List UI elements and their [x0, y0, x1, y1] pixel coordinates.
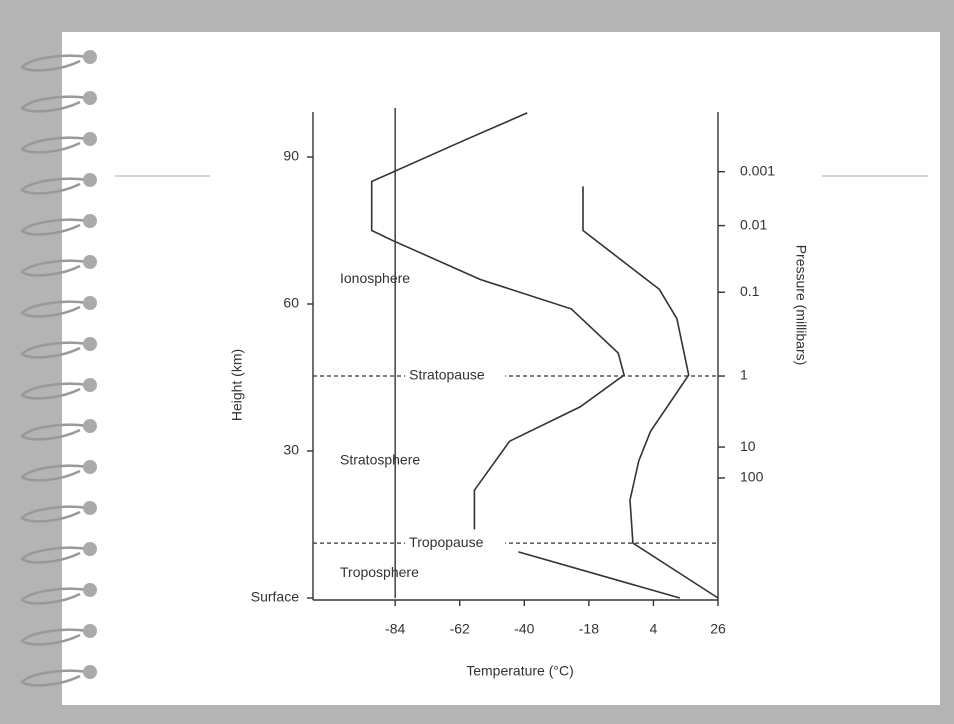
spiral-hole	[83, 665, 97, 679]
temperature-curve	[370, 112, 681, 599]
spiral-hole	[83, 419, 97, 433]
spiral-wire	[20, 136, 89, 154]
y2-tick-label: 100	[740, 469, 764, 485]
y2-tick-label: 1	[740, 367, 748, 383]
spiral-hole	[83, 624, 97, 638]
spiral-wire	[20, 669, 89, 687]
spiral-binding	[20, 50, 97, 687]
x-tick-label: -62	[450, 621, 470, 637]
spiral-hole	[83, 255, 97, 269]
spiral-wire	[20, 259, 89, 277]
y2-tick-label: 0.01	[740, 216, 767, 232]
spiral-hole	[83, 91, 97, 105]
spiral-hole	[83, 337, 97, 351]
boundary-label: Tropopause	[409, 534, 483, 550]
label-backdrop	[405, 367, 506, 386]
spiral-wire	[20, 54, 89, 72]
spiral-hole	[83, 460, 97, 474]
y-axis-label: Height (km)	[229, 349, 245, 421]
spiral-wire	[20, 95, 89, 113]
y2-tick-label: 10	[740, 438, 756, 454]
layer-label: Ionosphere	[340, 270, 410, 286]
y2-tick-label: 0.1	[740, 283, 760, 299]
y2-axis-label: Pressure (millibars)	[793, 245, 809, 366]
spiral-wire	[20, 341, 89, 359]
spiral-hole	[83, 542, 97, 556]
spiral-hole	[83, 173, 97, 187]
y-tick-label: 90	[283, 148, 299, 164]
x-tick-label: -40	[514, 621, 534, 637]
spiral-wire	[20, 382, 89, 400]
spiral-wire	[20, 177, 89, 195]
spiral-hole	[83, 132, 97, 146]
temperature-curve	[582, 186, 719, 599]
spiral-wire	[20, 423, 89, 441]
x-tick-label: 4	[650, 621, 658, 637]
x-tick-label: -84	[385, 621, 405, 637]
x-axis-label: Temperature (°C)	[466, 663, 574, 679]
spiral-wire	[20, 505, 89, 523]
y-tick-label: 30	[283, 442, 299, 458]
x-tick-label: -18	[579, 621, 599, 637]
spiral-hole	[83, 296, 97, 310]
spiral-hole	[83, 214, 97, 228]
y2-tick-label: 0.001	[740, 162, 775, 178]
x-tick-label: 26	[710, 621, 726, 637]
spiral-wire	[20, 587, 89, 605]
boundary-label: Stratopause	[409, 367, 485, 383]
y-tick-label: 60	[283, 295, 299, 311]
spiral-hole	[83, 501, 97, 515]
y-tick-label: Surface	[251, 589, 299, 605]
spiral-wire	[20, 218, 89, 236]
spiral-hole	[83, 378, 97, 392]
spiral-wire	[20, 546, 89, 564]
layer-label: Troposphere	[340, 564, 419, 580]
spiral-hole	[83, 50, 97, 64]
layer-label: Stratosphere	[340, 452, 420, 468]
spiral-wire	[20, 628, 89, 646]
label-backdrop	[405, 534, 506, 553]
spiral-wire	[20, 464, 89, 482]
spiral-hole	[83, 583, 97, 597]
spiral-wire	[20, 300, 89, 318]
